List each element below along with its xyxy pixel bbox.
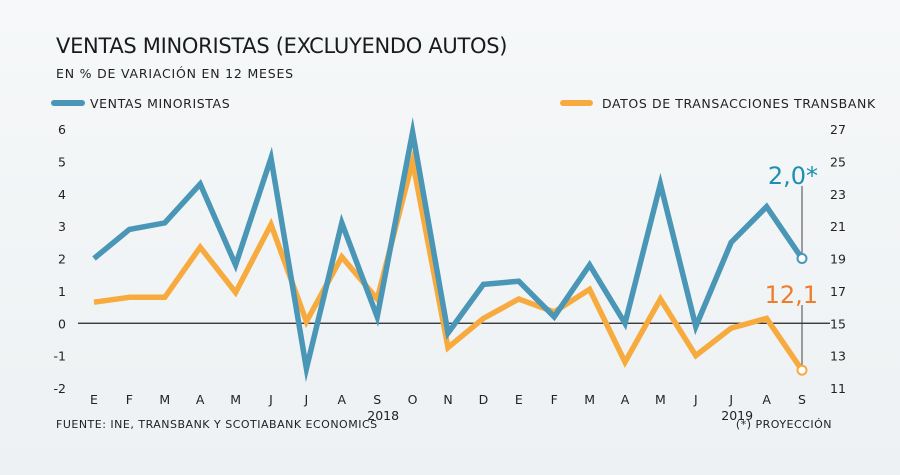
series-line-ventas <box>92 117 805 383</box>
end-point-marker <box>796 253 808 264</box>
x-tick-label: D <box>479 392 489 407</box>
chart-title: VENTAS MINORISTAS (EXCLUYENDO AUTOS) <box>56 34 508 58</box>
x-tick-label: N <box>443 392 452 407</box>
x-tick-label: J <box>728 392 733 407</box>
annotation-label: 2,0* <box>768 162 818 190</box>
x-tick-label: M <box>584 392 595 407</box>
x-tick-label: E <box>515 392 523 407</box>
left-tick-label: 0 <box>58 316 66 331</box>
right-tick-label: 11 <box>830 381 846 396</box>
chart-subtitle: EN % DE VARIACIÓN EN 12 MESES <box>56 66 294 81</box>
year-label: 2019 <box>721 408 753 423</box>
right-tick-label: 19 <box>830 252 846 267</box>
left-tick-label: 6 <box>58 122 66 137</box>
legend-label-transbank: DATOS DE TRANSACCIONES TRANSBANK <box>602 96 876 111</box>
right-tick-label: 15 <box>830 316 846 331</box>
projection-note: (*) PROYECCIÓN <box>736 418 832 431</box>
x-tick-label: A <box>196 392 205 407</box>
source-note: FUENTE: INE, TRANSBANK Y SCOTIABANK ECON… <box>56 418 378 431</box>
right-tick-label: 25 <box>830 154 846 169</box>
x-tick-label: J <box>268 392 273 407</box>
left-tick-label: 4 <box>58 187 66 202</box>
left-tick-label: -2 <box>54 381 66 396</box>
x-tick-label: A <box>621 392 630 407</box>
right-tick-label: 27 <box>830 122 846 137</box>
left-tick-label: 5 <box>58 154 66 169</box>
x-tick-label: M <box>230 392 241 407</box>
series-line-transbank <box>93 148 805 372</box>
x-tick-label: A <box>762 392 771 407</box>
x-tick-label: A <box>338 392 347 407</box>
x-tick-label: M <box>655 392 666 407</box>
legend-label-ventas: VENTAS MINORISTAS <box>90 96 230 111</box>
x-tick-label: S <box>798 392 806 407</box>
left-tick-label: 1 <box>58 284 66 299</box>
left-tick-label: 2 <box>58 252 66 267</box>
x-tick-label: J <box>304 392 309 407</box>
x-tick-label: O <box>408 392 418 407</box>
right-tick-label: 23 <box>830 187 846 202</box>
x-tick-label: M <box>159 392 170 407</box>
x-tick-label: S <box>373 392 381 407</box>
x-tick-label: E <box>90 392 98 407</box>
x-tick-label: J <box>693 392 698 407</box>
x-tick-label: F <box>551 392 558 407</box>
legend: VENTAS MINORISTAS DATOS DE TRANSACCIONES… <box>51 96 876 111</box>
left-tick-label: -1 <box>54 349 66 364</box>
annotation-label: 12,1 <box>765 281 818 309</box>
end-point-marker <box>796 364 808 376</box>
right-tick-label: 13 <box>830 349 846 364</box>
right-tick-label: 21 <box>830 219 846 234</box>
x-tick-label: F <box>126 392 133 407</box>
left-tick-label: 3 <box>58 219 66 234</box>
year-label: 2018 <box>367 408 399 423</box>
right-tick-label: 17 <box>830 284 846 299</box>
